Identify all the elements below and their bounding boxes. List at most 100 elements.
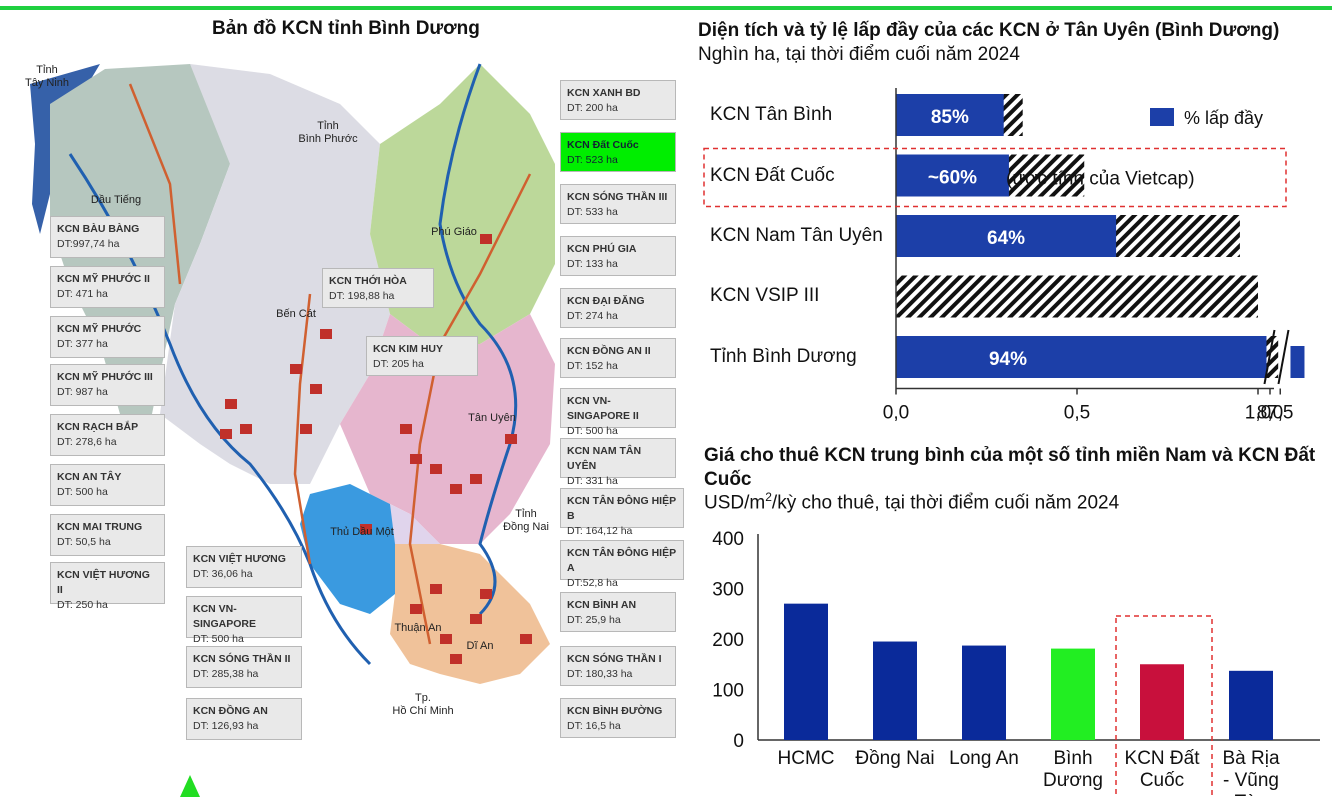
kcn-label-song-than-3: KCN SÓNG THẦN III DT: 533 ha (560, 184, 676, 224)
place-dong-nai: Tỉnh Đồng Nai (503, 508, 549, 533)
kcn-label-bau-bang: KCN BÀU BÀNG DT:997,74 ha (50, 216, 165, 258)
kcn-label-binh-duong: KCN BÌNH ĐƯỜNG DT: 16,5 ha (560, 698, 676, 738)
chart2-y-tick-label: 400 (712, 529, 744, 550)
chart2-x-tick-label: Bà Rịa (1222, 748, 1279, 769)
chart2-title: Giá cho thuê KCN trung bình của một số t… (704, 445, 1316, 490)
chart1-x-tick-label: 7,5 (1267, 403, 1293, 424)
top-accent-bar (0, 6, 1332, 10)
place-hcm: Tp. Hồ Chí Minh (392, 692, 454, 717)
map-title: Bản đồ KCN tỉnh Bình Dương (212, 18, 480, 39)
chart2-subtitle: USD/m2/kỳ cho thuê, tại thời điểm cuối n… (704, 490, 1120, 514)
chart2-x-tick-label: Cuốc (1140, 770, 1184, 791)
chart2-x-tick-label: Long An (949, 748, 1019, 769)
chart1-area-bar (896, 275, 1258, 318)
chart2-x-tick-label: Tàu (1235, 792, 1268, 796)
kcn-label-phu-gia: KCN PHÚ GIA DT: 133 ha (560, 236, 676, 276)
chart1-subtitle: Nghìn ha, tại thời điểm cuối năm 2024 (698, 44, 1020, 65)
kcn-label-dong-an: KCN ĐỒNG AN DT: 126,93 ha (186, 698, 302, 740)
kcn-label-dong-an-2: KCN ĐỒNG AN II DT: 152 ha (560, 338, 676, 378)
chart1-x-tick-label: 0,0 (883, 403, 909, 424)
chart1-fill-label: ~60% (928, 168, 977, 189)
region-ben-cat (160, 64, 390, 484)
kcn-label-dat-cuoc: KCN Đất Cuốc DT: 523 ha (560, 132, 676, 172)
river-dong-nai (438, 63, 518, 616)
chart1-legend-label: % lấp đầy (1184, 108, 1263, 128)
tay-ninh-lake (30, 64, 100, 234)
chart2-bar (784, 603, 828, 740)
chart2-x-tick-label: Dương (1043, 770, 1103, 791)
place-tan-uyen: Tân Uyên (468, 412, 516, 424)
chart2-bar (873, 641, 917, 740)
place-thu-dau-mot: Thủ Dầu Một (330, 526, 394, 538)
kcn-label-vn-singapore: KCN VN-SINGAPORE DT: 500 ha (186, 596, 302, 645)
river-saigon (68, 153, 372, 666)
chart1-x-tick-label: 8,0 (1257, 403, 1283, 424)
place-binh-phuoc: Tỉnh Bình Phước (298, 120, 358, 145)
chart2-y-tick-label: 200 (712, 630, 744, 651)
kcn-label-thoi-hoa: KCN THỚI HÒA DT: 198,88 ha (322, 268, 434, 308)
chart2-bar (962, 645, 1006, 740)
kcn-label-nam-tan-uyen: KCN NAM TÂN UYÊN DT: 331 ha (560, 438, 676, 487)
road-3 (408, 173, 532, 645)
chart1-fill-bar (896, 336, 1267, 378)
kcn-label-my-phuoc-3: KCN MỸ PHƯỚC III DT: 987 ha (50, 364, 165, 406)
place-phu-giao: Phú Giáo (431, 226, 477, 238)
kcn-label-song-than-2: KCN SÓNG THẦN II DT: 285,38 ha (186, 646, 302, 688)
chart1-category-label: KCN Tân Bình (710, 104, 833, 125)
chart1-fill-label: 85% (931, 107, 969, 128)
chart1-title: Diện tích và tỷ lệ lấp đầy của các KCN ở… (698, 20, 1280, 41)
chart1-category-label: KCN Đất Cuốc (710, 165, 835, 186)
place-di-an: Dĩ An (466, 640, 494, 652)
kcn-label-xanh-bd: KCN XANH BD DT: 200 ha (560, 80, 676, 120)
kcn-label-tan-dong-hiep-a: KCN TÂN ĐÔNG HIỆP A DT:52,8 ha (560, 540, 684, 589)
chart2-y-tick-label: 300 (712, 580, 744, 601)
chart1-x-tick-label: 0,5 (1064, 403, 1090, 424)
chart2-plot: 0 100 200 300 400 HCMC Đồng Nai Long An BìnhDươn… (712, 529, 1320, 796)
road-2 (293, 293, 312, 565)
kcn-label-tan-dong-hiep-b: KCN TÂN ĐÔNG HIỆP B DT: 164,12 ha (560, 488, 684, 537)
place-thuan-an: Thuận An (394, 622, 442, 634)
kcn-label-kim-huy: KCN KIM HUY DT: 205 ha (366, 336, 478, 376)
chart1-fill-label: 64% (987, 228, 1025, 249)
road-1 (128, 83, 182, 285)
kcn-label-my-phuoc-2: KCN MỸ PHƯỚC II DT: 471 ha (50, 266, 165, 308)
kcn-label-viet-huong: KCN VIỆT HƯƠNG DT: 36,06 ha (186, 546, 302, 588)
chart2-bar (1140, 664, 1184, 740)
chart2-bar (1229, 670, 1273, 740)
chart1-break-mark (1277, 329, 1290, 385)
chart2-x-tick-label: - Vũng (1223, 770, 1279, 791)
place-tay-ninh: Tỉnh Tây Ninh (24, 64, 70, 89)
chart1-category-label: KCN VSIP III (710, 285, 820, 306)
chart2-x-tick-label: KCN Đất (1125, 748, 1201, 769)
chart2-x-tick-label: Bình (1053, 748, 1092, 769)
region-thu-dau-mot (300, 484, 405, 614)
chart1-annotation: (ước tính của Vietcap) (1006, 169, 1195, 190)
kcn-label-viet-huong-2: KCN VIỆT HƯƠNG II DT: 250 ha (50, 562, 165, 611)
chart1-plot: 85% ~60% 64% 94% 0,0 0,5 1,07,58,0 % lấp đầy (ướ… (703, 88, 1305, 424)
chart1-fill-bar (896, 154, 1009, 197)
kcn-label-vn-singapore-2: KCN VN-SINGAPORE II DT: 500 ha (560, 388, 676, 437)
place-dau-tieng: Dầu Tiếng (90, 194, 142, 206)
chart1-legend-swatch (1150, 108, 1174, 126)
chart1-fill-bar (896, 215, 1117, 257)
chart2-x-tick-label: Đồng Nai (855, 748, 934, 769)
chart1-fill-bar (896, 94, 1004, 136)
region-lower (370, 494, 440, 544)
chart1-break-mark (1263, 329, 1276, 385)
chart1-fill-bar-tail (1290, 346, 1305, 378)
kcn-label-mai-trung: KCN MAI TRUNG DT: 50,5 ha (50, 514, 165, 556)
kcn-label-binh-an: KCN BÌNH AN DT: 25,9 ha (560, 592, 676, 632)
chart1-x-tick-label: 1,0 (1245, 403, 1271, 424)
kcn-label-an-tay: KCN AN TÂY DT: 500 ha (50, 464, 165, 506)
chart1-category-label: Tỉnh Bình Dương (710, 346, 857, 367)
chart2-bar (1051, 648, 1095, 740)
chart1-highlight-box (703, 147, 1287, 208)
vietcap-logo (18, 770, 218, 812)
kcn-label-dai-dang: KCN ĐẠI ĐĂNG DT: 274 ha (560, 288, 676, 328)
chart2-y-tick-label: 100 (712, 681, 744, 702)
chart2-x-tick-label: HCMC (778, 748, 835, 769)
kcn-label-rach-bap: KCN RẠCH BẮP DT: 278,6 ha (50, 414, 165, 456)
kcn-label-song-than-1: KCN SÓNG THẦN I DT: 180,33 ha (560, 646, 676, 686)
factory-icons (220, 234, 532, 664)
kcn-label-my-phuoc: KCN MỸ PHƯỚC DT: 377 ha (50, 316, 165, 358)
